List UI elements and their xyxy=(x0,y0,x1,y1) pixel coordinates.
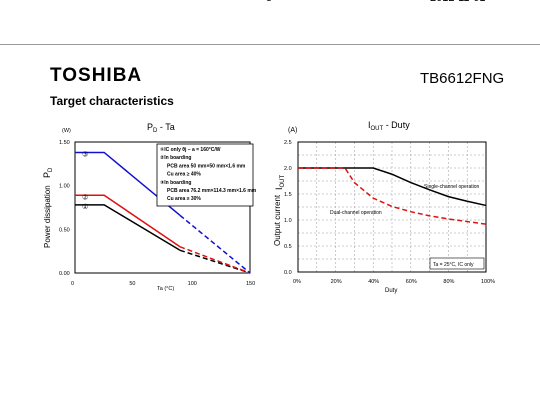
toshiba-logo: TOSHIBA xyxy=(50,65,143,86)
pd-y-symbol: PD xyxy=(42,167,54,178)
pd-x-axis-label: Ta (°C) xyxy=(157,286,174,292)
iout-x-tick-label: 0% xyxy=(293,279,301,285)
iout-x-axis-label: Duty xyxy=(385,288,397,294)
iout-y-tick-label: 1.5 xyxy=(284,192,292,198)
iout-plot-frame xyxy=(297,141,487,273)
pd-series-line-2 xyxy=(75,194,181,248)
pd-y-axis-label: Power dissipation xyxy=(43,185,52,248)
iout-y-unit: (A) xyxy=(288,127,297,134)
pd-legend-box xyxy=(156,143,254,207)
pd-legend-line: ②In boarding xyxy=(160,155,191,161)
iout-y-tick-label: 1.0 xyxy=(284,218,292,224)
pd-x-tick-label: 100 xyxy=(188,281,197,287)
pd-legend-line: ①IC only θj – a = 160°C/W xyxy=(160,147,221,153)
pd-series-line-1 xyxy=(75,204,181,251)
iout-y-tick-label: 0.5 xyxy=(284,244,292,250)
iout-y-tick-label: 2.5 xyxy=(284,140,292,146)
iout-series-line-1 xyxy=(298,167,487,207)
iout-x-tick-label: 40% xyxy=(368,279,379,285)
iout-note-text: Ta = 25°C, IC only xyxy=(433,262,474,268)
iout-note-box xyxy=(429,257,485,270)
pd-y-tick-label: 1.50 xyxy=(59,140,70,146)
pd-x-tick-label: 150 xyxy=(246,281,255,287)
pd-y-unit: (W) xyxy=(62,128,71,134)
pd-series-label-2: ② xyxy=(82,194,88,201)
pd-legend-line: PCB area 50 mm×50 mm×1.6 mm xyxy=(167,163,246,169)
pd-legend-line: PCB area 76.2 mm×114.3 mm×1.6 mm xyxy=(167,188,257,194)
iout-y-axis-label: Output current xyxy=(273,194,282,246)
pd-x-tick-label: 0 xyxy=(71,281,74,287)
iout-x-tick-label: 20% xyxy=(331,279,342,285)
pd-series-label-3: ③ xyxy=(82,150,88,158)
pd-series-derating-1 xyxy=(179,249,251,274)
pd-series-line-3 xyxy=(75,151,181,216)
pd-plot-frame xyxy=(74,141,251,274)
pd-series-derating-2 xyxy=(179,246,251,274)
pd-y-tick-label: 0.00 xyxy=(59,271,70,277)
pd-legend-line: Cu area ≥ 30% xyxy=(167,196,201,202)
page-number: 5 xyxy=(266,0,272,4)
iout-y-symbol: IOUT xyxy=(274,174,286,190)
iout-x-tick-label: 60% xyxy=(406,279,417,285)
pd-legend-line: ③In boarding xyxy=(160,180,191,186)
document-date: 2012-11-01 xyxy=(430,0,485,4)
iout-x-tick-label: 80% xyxy=(443,279,454,285)
header-divider xyxy=(0,44,540,45)
iout-x-tick-label: 100% xyxy=(481,279,495,285)
iout-y-tick-label: 2.0 xyxy=(284,166,292,172)
pd-series-derating-3 xyxy=(179,214,251,274)
iout-chart-title: IOUT - Duty xyxy=(368,120,410,132)
pd-chart-title: PD - Ta xyxy=(147,122,175,134)
iout-y-tick-label: 0.0 xyxy=(284,270,292,276)
pd-y-tick-label: 0.50 xyxy=(59,227,70,233)
pd-legend-line: Cu area ≥ 40% xyxy=(167,172,201,178)
iout-series-label-single: Single-channel operation xyxy=(424,184,480,190)
part-number: TB6612FNG xyxy=(420,70,505,87)
pd-x-tick-label: 50 xyxy=(129,281,135,287)
iout-series-line-2 xyxy=(298,167,487,225)
pd-series-label-1: ① xyxy=(82,203,88,211)
section-title: Target characteristics xyxy=(50,94,174,108)
pd-y-tick-label: 1.00 xyxy=(59,184,70,190)
iout-series-label-dual: Dual-channel operation xyxy=(330,210,382,216)
